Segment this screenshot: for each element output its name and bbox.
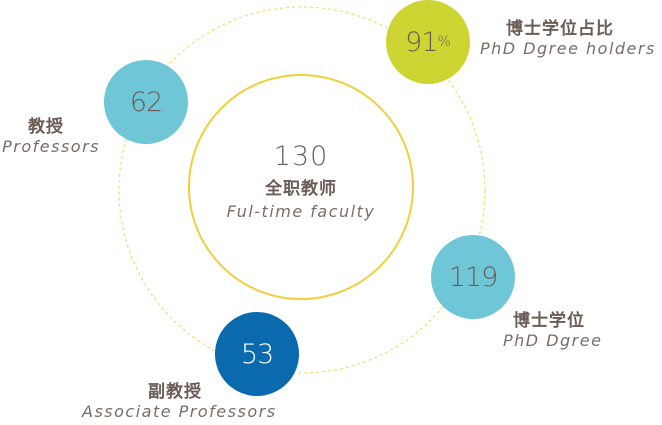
professors-value: 62 (129, 86, 163, 118)
phd-ratio-unit: % (437, 34, 451, 50)
center-value: 130 (273, 141, 329, 172)
phd-ratio-label: 博士学位占比 PhD Dgree holders (480, 19, 656, 58)
phd-en: PhD Dgree (503, 330, 603, 350)
associate-en: Associate Professors (82, 401, 277, 421)
phd-bubble: 119 (431, 235, 515, 319)
associate-zh: 副教授 (148, 382, 202, 402)
phd-value: 119 (448, 261, 499, 293)
phd-ratio-value: 91 (405, 26, 438, 58)
phd-ratio-zh: 博士学位占比 (506, 19, 614, 39)
dashed-orbit-ring (118, 6, 486, 374)
phd-label: 博士学位 PhD Dgree (503, 311, 603, 350)
center-zh: 全职教师 (265, 179, 337, 199)
center-stat: 130 全职教师 Ful-time faculty (189, 140, 413, 221)
phd-zh: 博士学位 (513, 311, 585, 331)
professors-zh: 教授 (28, 117, 64, 137)
center-ring (188, 74, 414, 300)
associate-label: 副教授 Associate Professors (82, 382, 277, 421)
professors-label: 教授 Professors (0, 117, 100, 156)
professors-en: Professors (2, 136, 100, 156)
center-en: Ful-time faculty (226, 202, 376, 221)
phd-ratio-en: PhD Dgree holders (480, 38, 656, 58)
professors-bubble: 62 (104, 60, 188, 144)
associate-bubble: 53 (215, 312, 299, 396)
associate-value: 53 (240, 338, 274, 370)
phd-ratio-bubble: 91% (386, 0, 470, 84)
